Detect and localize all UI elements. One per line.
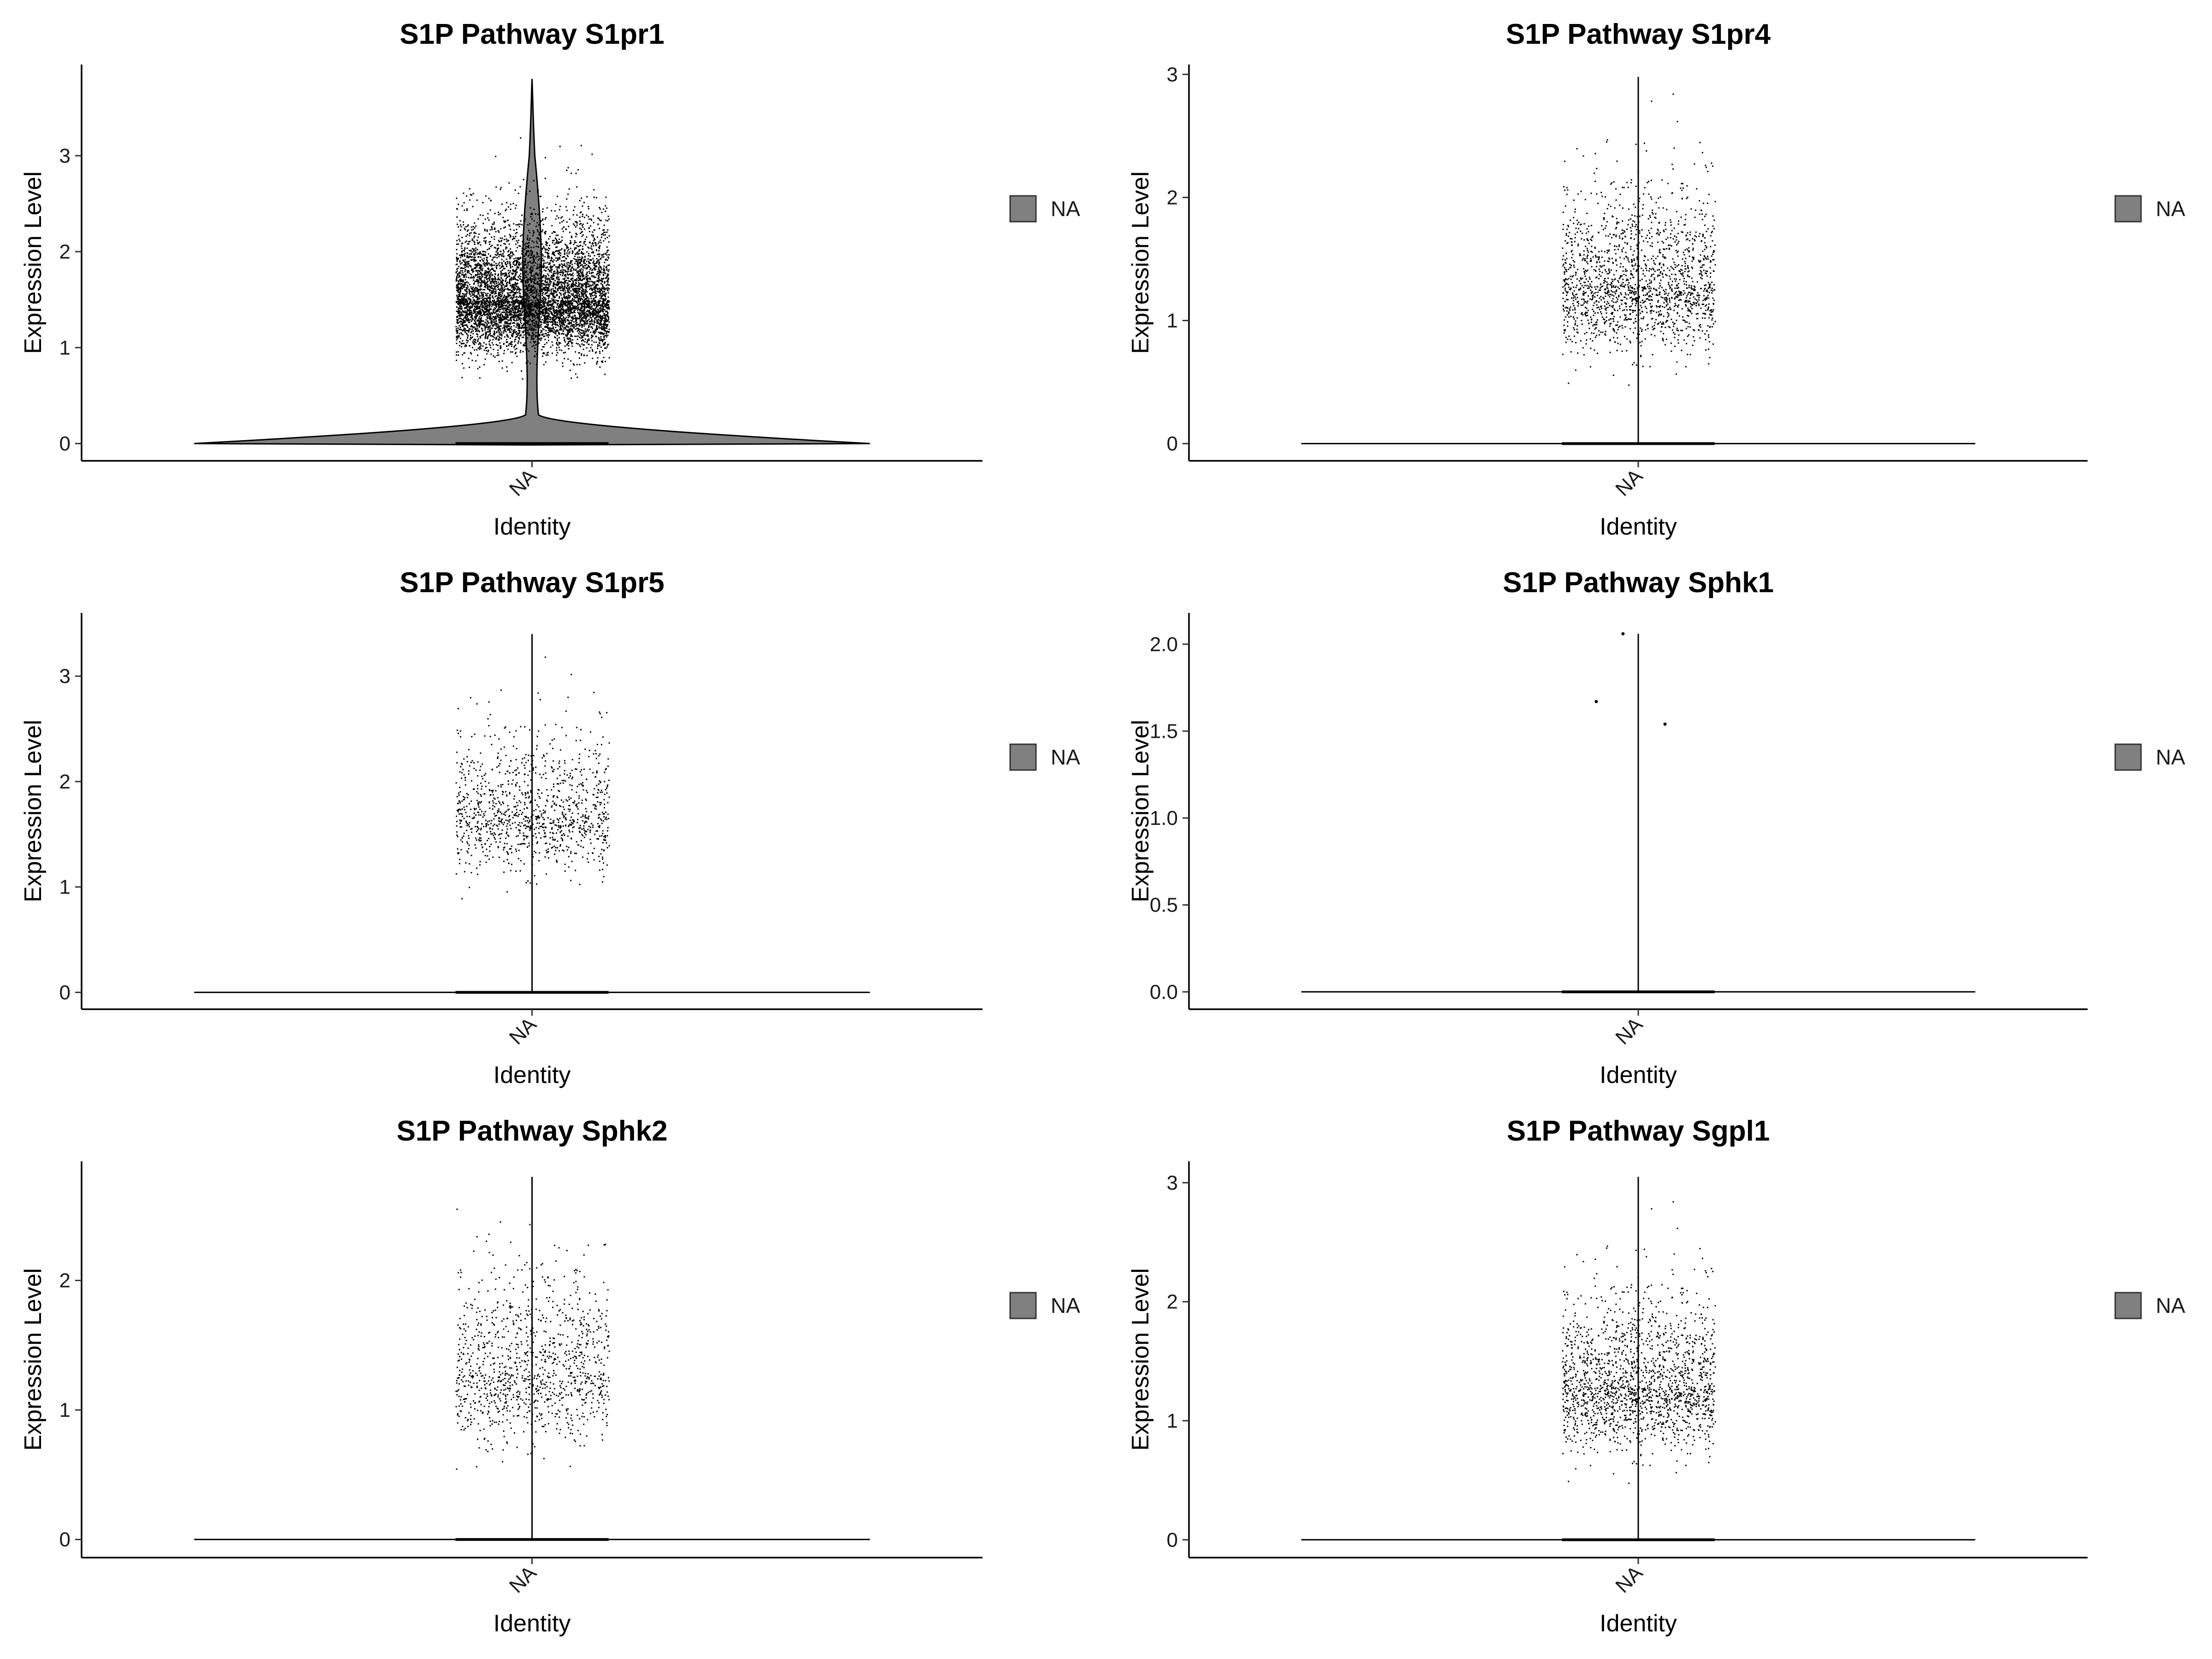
y-tick-label: 1 bbox=[1167, 310, 1178, 332]
y-axis-title: Expression Level bbox=[1127, 1268, 1154, 1451]
x-tick-label: NA bbox=[1611, 1561, 1647, 1597]
y-tick-label: 2 bbox=[59, 241, 71, 263]
legend-swatch bbox=[1009, 195, 1037, 223]
zero-points-band bbox=[455, 442, 609, 445]
legend-swatch bbox=[2114, 743, 2142, 771]
y-tick-label: 3 bbox=[1167, 1171, 1178, 1194]
x-tick-label: NA bbox=[1611, 465, 1647, 500]
x-axis-title: Identity bbox=[494, 1062, 571, 1088]
jitter-points bbox=[1562, 1201, 1716, 1484]
chart-panel-1: S1P Pathway S1pr1 0 1 2 3 NA Identity Expressio… bbox=[20, 18, 1080, 540]
y-tick-label: 2 bbox=[1167, 1291, 1178, 1313]
y-tick-label: 2 bbox=[59, 771, 71, 793]
y-tick-label: 0 bbox=[59, 433, 71, 455]
y-tick-label: 1 bbox=[59, 876, 71, 899]
jitter-points bbox=[455, 137, 610, 380]
y-tick-label: 1.5 bbox=[1150, 720, 1178, 742]
legend-label: NA bbox=[1051, 197, 1080, 221]
chart-title: S1P Pathway S1pr5 bbox=[400, 567, 664, 599]
y-tick-label: 2 bbox=[1167, 186, 1178, 209]
y-axis-title: Expression Level bbox=[20, 171, 47, 354]
y-tick-label: 3 bbox=[1167, 63, 1178, 86]
x-tick-label: NA bbox=[505, 1561, 541, 1597]
legend-label: NA bbox=[1051, 1294, 1080, 1318]
jitter-points bbox=[1562, 93, 1716, 386]
y-tick-label: 0 bbox=[1167, 433, 1178, 455]
chart-panel-5: S1P Pathway Sphk2 0 1 2 NA Identity Expression… bbox=[20, 1115, 1080, 1637]
y-tick-label: 0.5 bbox=[1150, 894, 1178, 917]
legend-label: NA bbox=[1051, 745, 1080, 769]
y-tick-label: 0 bbox=[59, 1529, 71, 1551]
legend-label: NA bbox=[2156, 1294, 2185, 1318]
y-tick-label: 0 bbox=[59, 981, 71, 1004]
x-axis-title: Identity bbox=[1600, 1610, 1677, 1637]
legend-swatch bbox=[1009, 743, 1037, 771]
chart-panel-3: S1P Pathway S1pr5 0 1 2 3 NA Identity Expressio… bbox=[20, 567, 1080, 1088]
x-tick-label: NA bbox=[1611, 1013, 1647, 1049]
data-point bbox=[1621, 632, 1625, 635]
legend-swatch bbox=[2114, 1292, 2142, 1319]
legend-label: NA bbox=[2156, 745, 2185, 769]
zero-points-band bbox=[1562, 990, 1715, 994]
x-axis-title: Identity bbox=[1600, 1062, 1677, 1088]
y-tick-label: 0 bbox=[1167, 1529, 1178, 1551]
zero-points-band bbox=[455, 1538, 609, 1541]
jitter-points bbox=[455, 1208, 610, 1470]
chart-panel-6: S1P Pathway Sgpl1 0 1 2 3 NA Identity Expressio… bbox=[1127, 1115, 2185, 1637]
y-tick-label: 0.0 bbox=[1150, 981, 1178, 1003]
y-tick-label: 1 bbox=[59, 336, 71, 359]
legend-label: NA bbox=[2156, 197, 2185, 221]
data-point bbox=[1663, 722, 1667, 726]
x-tick-label: NA bbox=[505, 1013, 541, 1049]
legend-swatch bbox=[1009, 1292, 1037, 1319]
chart-title: S1P Pathway S1pr1 bbox=[400, 18, 664, 50]
zero-points-band bbox=[1562, 442, 1715, 445]
y-tick-label: 1 bbox=[59, 1399, 71, 1422]
y-tick-label: 2 bbox=[59, 1270, 71, 1292]
y-tick-label: 3 bbox=[59, 145, 71, 167]
y-tick-label: 3 bbox=[59, 665, 71, 688]
y-axis-title: Expression Level bbox=[1127, 720, 1154, 902]
y-axis-title: Expression Level bbox=[20, 1268, 47, 1451]
x-axis-title: Identity bbox=[494, 1610, 571, 1637]
chart-panel-4: S1P Pathway Sphk1 0.0 0.5 1.0 1.5 2.0 NA Identi… bbox=[1127, 567, 2185, 1088]
y-tick-label: 2.0 bbox=[1150, 633, 1178, 656]
y-tick-label: 1.0 bbox=[1150, 807, 1178, 830]
chart-panel-2: S1P Pathway S1pr4 0 1 2 3 NA Identity Expressio… bbox=[1127, 18, 2185, 540]
chart-title: S1P Pathway Sgpl1 bbox=[1507, 1115, 1770, 1147]
chart-title: S1P Pathway Sphk2 bbox=[396, 1115, 667, 1147]
x-axis-title: Identity bbox=[494, 513, 571, 540]
chart-title: S1P Pathway Sphk1 bbox=[1503, 567, 1774, 599]
x-axis-title: Identity bbox=[1600, 513, 1677, 540]
zero-points-band bbox=[455, 991, 609, 994]
data-point bbox=[1594, 700, 1598, 703]
violin-shape bbox=[194, 79, 870, 446]
x-tick-label: NA bbox=[505, 465, 541, 500]
legend-swatch bbox=[2114, 195, 2142, 223]
chart-title: S1P Pathway S1pr4 bbox=[1506, 18, 1771, 50]
jitter-points bbox=[455, 656, 610, 900]
zero-points-band bbox=[1562, 1538, 1715, 1541]
y-tick-label: 1 bbox=[1167, 1410, 1178, 1432]
y-axis-title: Expression Level bbox=[1127, 171, 1154, 354]
y-axis-title: Expression Level bbox=[20, 720, 47, 902]
